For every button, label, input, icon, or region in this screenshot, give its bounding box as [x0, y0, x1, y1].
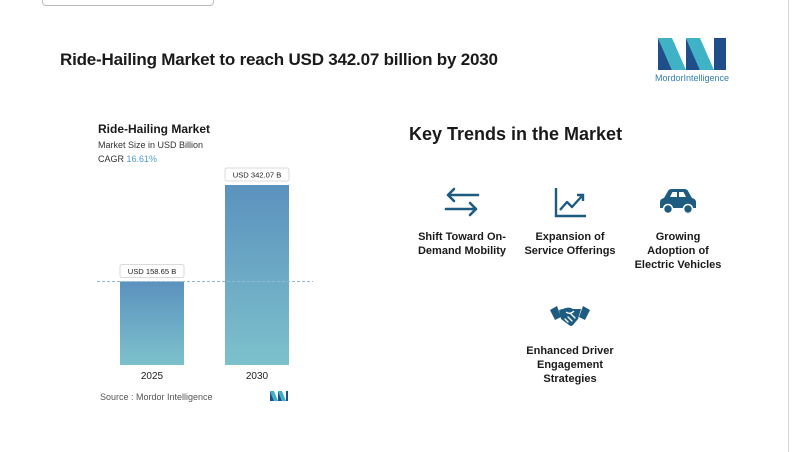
trend-label-line: Service Offerings: [524, 245, 616, 257]
trend-card-service-offerings: Expansion of Service Offerings: [514, 186, 626, 258]
data-label: USD 158.65 B: [128, 267, 177, 276]
market-size-bar-chart: USD 158.65 B 2025 USD 342.07 B 2030: [97, 167, 313, 382]
trend-label-line: Adoption of: [647, 245, 709, 257]
data-label-box: [224, 167, 290, 182]
bar-2025: [120, 281, 184, 365]
arrows-exchange-icon: [444, 187, 480, 217]
data-label-box: [119, 264, 185, 278]
handshake-icon: [550, 306, 590, 326]
trend-label-line: Shift Toward On-: [418, 231, 506, 243]
trend-card-driver-engagement: Enhanced Driver Engagement Strategies: [514, 300, 626, 386]
cagr-line: CAGR 16.61%: [98, 154, 157, 164]
trend-label-line: Engagement: [536, 359, 603, 371]
trend-label: Growing Adoption of Electric Vehicles: [622, 230, 734, 272]
brand-wordmark: MordorIntelligence: [650, 73, 734, 83]
page-edge-divider: [788, 0, 789, 452]
source-logo-icon: [270, 391, 288, 401]
brand-word-mordor: Mordor: [654, 73, 684, 83]
trend-card-on-demand-mobility: Shift Toward On- Demand Mobility: [406, 186, 518, 258]
trend-label-line: Growing: [655, 231, 701, 243]
brand-logo: MordorIntelligence: [650, 36, 734, 86]
mordor-logo-mark: [658, 38, 726, 70]
trend-label: Expansion of Service Offerings: [514, 230, 626, 258]
key-trends-heading: Key Trends in the Market: [409, 124, 623, 144]
trend-label: Shift Toward On- Demand Mobility: [406, 230, 518, 258]
cagr-value: 16.61%: [126, 154, 158, 164]
line-chart-icon: [554, 188, 586, 218]
x-tick-label: 2030: [246, 371, 269, 382]
chart-subtitle: Market Size in USD Billion: [98, 140, 204, 150]
trend-label-line: Enhanced Driver: [526, 345, 614, 357]
trend-label-line: Electric Vehicles: [634, 259, 722, 271]
trend-card-electric-vehicles: Growing Adoption of Electric Vehicles: [622, 186, 734, 272]
chart-source: Source : Mordor Intelligence: [100, 392, 213, 402]
browser-tab-outline: [42, 0, 214, 6]
trend-label-line: Expansion of: [535, 231, 605, 243]
car-icon: [660, 189, 696, 215]
bar-2030: [225, 184, 289, 365]
cagr-label: CAGR: [98, 154, 125, 164]
brand-word-intelligence: Intelligence: [683, 73, 730, 83]
x-tick-label: 2025: [141, 371, 164, 382]
data-label: USD 342.07 B: [233, 170, 282, 179]
trend-label: Enhanced Driver Engagement Strategies: [514, 344, 626, 386]
trend-label-line: Strategies: [543, 373, 597, 385]
page-title: Ride-Hailing Market to reach USD 342.07 …: [60, 50, 498, 69]
trend-label-line: Demand Mobility: [417, 245, 506, 257]
chart-title: Ride-Hailing Market: [98, 122, 211, 136]
